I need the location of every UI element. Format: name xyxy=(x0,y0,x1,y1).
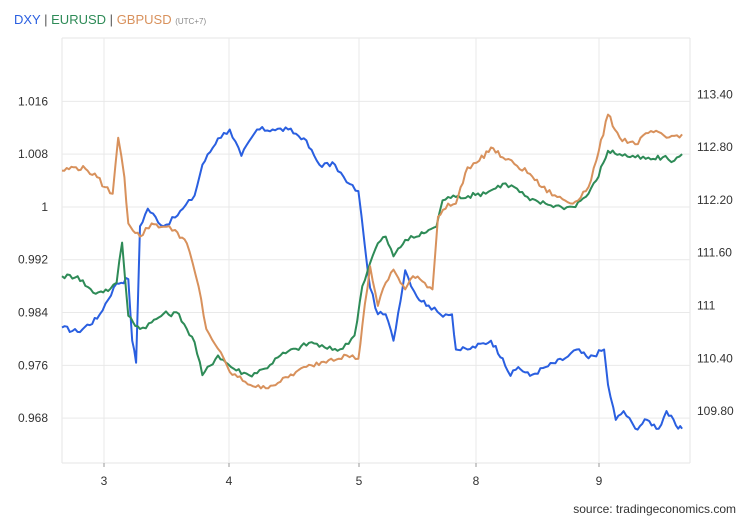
legend-separator: | xyxy=(44,12,48,27)
series-line-gbpusd xyxy=(61,113,683,390)
left-tick-label: 1.016 xyxy=(18,94,48,108)
chart-grid xyxy=(61,37,691,464)
legend-separator: | xyxy=(109,12,114,27)
legend-gbpusd[interactable]: GBPUSD xyxy=(116,12,172,27)
chart-legend: DXY | EURUSD | GBPUSD (UTC+7) xyxy=(14,12,206,27)
right-tick-label: 112.20 xyxy=(697,193,733,207)
right-tick-label: 111.60 xyxy=(697,246,732,260)
left-tick-label: 0.968 xyxy=(18,411,48,425)
left-tick-label: 0.976 xyxy=(18,358,48,372)
x-tick-label: 5 xyxy=(356,474,363,488)
x-tick-label: 3 xyxy=(101,474,108,488)
left-tick-label: 1 xyxy=(41,200,48,214)
right-tick-label: 109.80 xyxy=(697,404,734,418)
left-tick-label: 0.984 xyxy=(18,306,48,320)
series-line-dxy xyxy=(61,126,683,431)
source-credit[interactable]: source: tradingeconomics.com xyxy=(573,502,736,516)
x-tick-label: 4 xyxy=(226,474,233,488)
legend-dxy[interactable]: DXY xyxy=(14,12,41,27)
right-tick-label: 111 xyxy=(697,298,716,312)
right-tick-label: 110.40 xyxy=(697,351,733,365)
left-tick-label: 1.008 xyxy=(18,147,48,161)
timezone-label: (UTC+7) xyxy=(175,17,207,26)
right-tick-label: 112.80 xyxy=(697,140,733,154)
series-line-eurusd xyxy=(61,149,683,378)
x-tick-label: 8 xyxy=(473,474,480,488)
x-tick-label: 9 xyxy=(596,474,603,488)
chart-axes: 1.016 113.40 1.008 112.80 1 112.20 0.992 111.60… xyxy=(18,87,734,488)
left-tick-label: 0.992 xyxy=(18,253,48,267)
chart-lines xyxy=(61,113,683,431)
right-tick-label: 113.40 xyxy=(697,87,733,101)
legend-eurusd[interactable]: EURUSD xyxy=(51,12,107,27)
